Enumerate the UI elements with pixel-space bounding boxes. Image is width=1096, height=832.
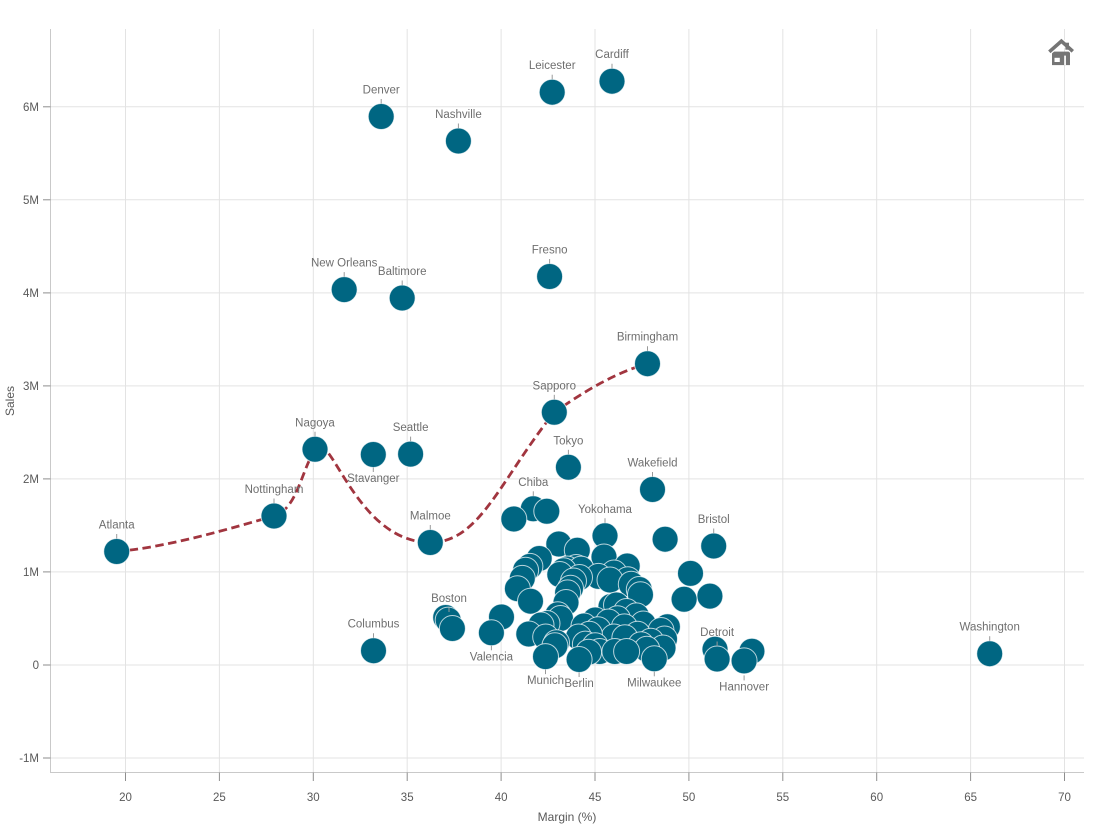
svg-text:Nagoya: Nagoya	[295, 417, 335, 429]
svg-text:Seattle: Seattle	[393, 422, 429, 434]
svg-text:0: 0	[33, 660, 39, 672]
svg-text:25: 25	[213, 792, 226, 804]
svg-text:55: 55	[776, 792, 789, 804]
svg-text:Sapporo: Sapporo	[533, 380, 576, 392]
svg-text:3M: 3M	[23, 381, 39, 393]
svg-text:2M: 2M	[23, 474, 39, 486]
svg-text:65: 65	[964, 792, 977, 804]
svg-text:Atlanta: Atlanta	[99, 520, 135, 532]
svg-text:Denver: Denver	[363, 85, 400, 97]
svg-text:Margin (%): Margin (%)	[538, 810, 597, 824]
svg-text:Cardiff: Cardiff	[595, 49, 629, 61]
svg-text:30: 30	[307, 792, 320, 804]
svg-text:Nashville: Nashville	[435, 109, 482, 121]
svg-text:6M: 6M	[23, 102, 39, 114]
svg-text:Fresno: Fresno	[532, 245, 568, 257]
svg-text:Baltimore: Baltimore	[378, 266, 427, 278]
svg-text:70: 70	[1058, 792, 1071, 804]
svg-text:50: 50	[683, 792, 696, 804]
svg-text:New Orleans: New Orleans	[311, 258, 378, 270]
svg-text:Hannover: Hannover	[719, 681, 769, 693]
svg-text:Milwaukee: Milwaukee	[627, 677, 681, 689]
svg-text:-1M: -1M	[19, 753, 39, 765]
svg-text:Berlin: Berlin	[564, 678, 593, 690]
svg-text:Washington: Washington	[960, 622, 1020, 634]
svg-text:Munich: Munich	[527, 675, 564, 687]
svg-text:Columbus: Columbus	[348, 619, 400, 631]
svg-text:5M: 5M	[23, 195, 39, 207]
svg-text:Malmoe: Malmoe	[410, 511, 451, 523]
svg-text:Nottingham: Nottingham	[245, 484, 304, 496]
svg-text:Yokohama: Yokohama	[578, 504, 633, 516]
svg-text:Bristol: Bristol	[698, 514, 730, 526]
svg-text:Stavanger: Stavanger	[347, 473, 400, 485]
svg-text:Tokyo: Tokyo	[553, 435, 583, 447]
svg-text:4M: 4M	[23, 288, 39, 300]
svg-text:Wakefield: Wakefield	[627, 458, 677, 470]
svg-text:Chiba: Chiba	[518, 477, 549, 489]
svg-text:Sales: Sales	[3, 386, 17, 416]
svg-text:40: 40	[495, 792, 508, 804]
svg-text:1M: 1M	[23, 567, 39, 579]
svg-text:Leicester: Leicester	[529, 60, 576, 72]
svg-text:Detroit: Detroit	[700, 627, 735, 639]
svg-text:20: 20	[119, 792, 132, 804]
svg-text:Valencia: Valencia	[470, 651, 514, 663]
svg-text:60: 60	[870, 792, 883, 804]
svg-text:35: 35	[401, 792, 414, 804]
svg-text:45: 45	[589, 792, 602, 804]
svg-text:Birmingham: Birmingham	[617, 332, 678, 344]
svg-text:Boston: Boston	[431, 593, 467, 605]
